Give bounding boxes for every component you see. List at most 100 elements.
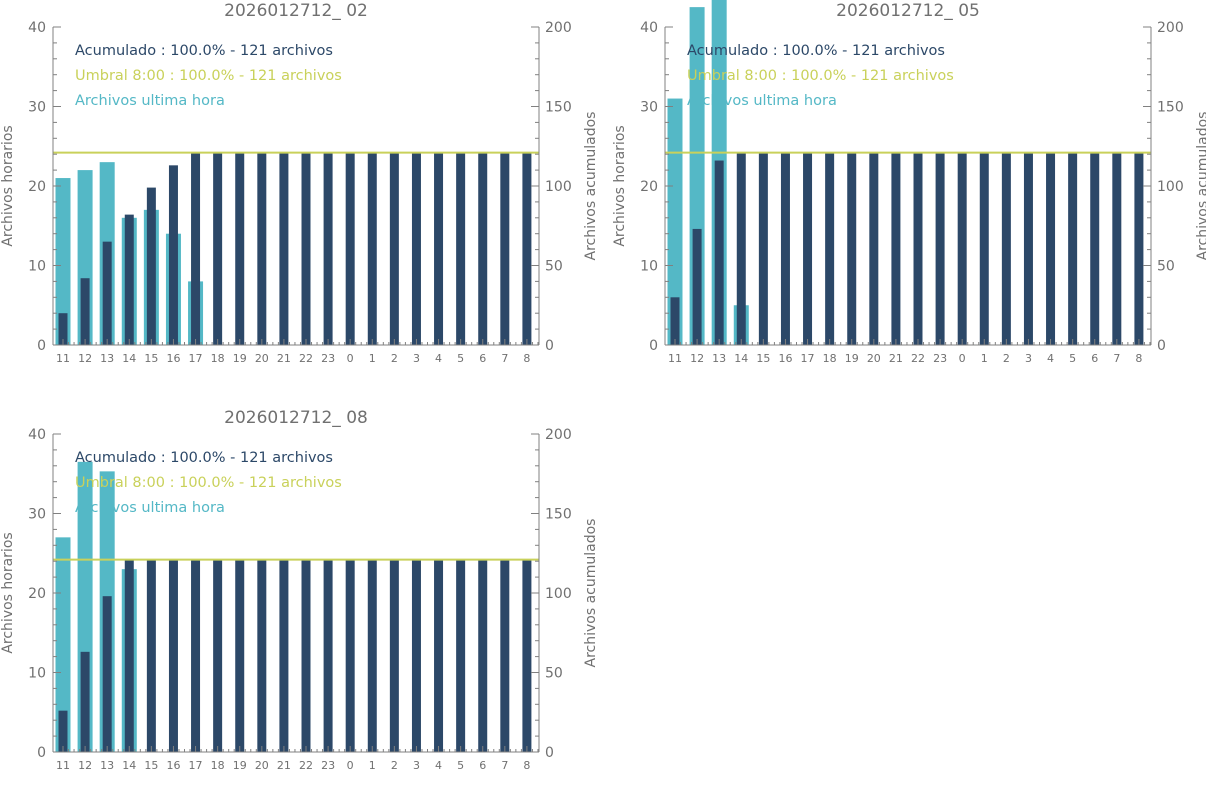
x-tick-label: 11: [56, 759, 70, 772]
x-tick-label: 18: [211, 759, 225, 772]
x-tick-label: 11: [56, 352, 70, 365]
legend-threshold: Umbral 8:00 : 100.0% - 121 archivos: [687, 68, 954, 84]
x-tick-label: 2: [391, 759, 398, 772]
x-tick-label: 5: [1069, 352, 1076, 365]
legend-threshold: Umbral 8:00 : 100.0% - 121 archivos: [75, 475, 342, 491]
x-tick-label: 3: [413, 352, 420, 365]
cumulative-bar: [979, 152, 989, 345]
x-tick-label: 17: [189, 759, 203, 772]
cumulative-bar: [323, 152, 333, 345]
x-tick-label: 16: [166, 352, 180, 365]
left-tick-label: 20: [640, 179, 658, 195]
cumulative-bar: [522, 559, 532, 752]
legend-hourly: Archivos ultima hora: [75, 93, 225, 109]
x-tick-label: 8: [523, 352, 530, 365]
x-tick-label: 1: [369, 759, 376, 772]
cumulative-bar: [279, 559, 289, 752]
x-tick-label: 14: [734, 352, 748, 365]
x-tick-label: 21: [277, 352, 291, 365]
x-tick-label: 17: [189, 352, 203, 365]
x-tick-label: 7: [1113, 352, 1120, 365]
x-tick-label: 21: [277, 759, 291, 772]
left-axis-label: Archivos horarios: [0, 125, 16, 246]
cumulative-bar: [522, 152, 532, 345]
cumulative-bar: [213, 152, 223, 345]
cumulative-bar: [235, 559, 245, 752]
right-axis-label: Archivos acumulados: [583, 112, 599, 261]
left-tick-label: 30: [640, 100, 658, 116]
cumulative-bar: [389, 152, 399, 345]
legend-cumulative: Acumulado : 100.0% - 121 archivos: [75, 450, 333, 466]
cumulative-bar: [692, 228, 702, 345]
legend-hourly: Archivos ultima hora: [75, 500, 225, 516]
cumulative-bar: [80, 651, 90, 752]
x-tick-label: 13: [100, 352, 114, 365]
right-tick-label: 0: [545, 338, 554, 354]
cumulative-bar: [670, 297, 680, 345]
cumulative-bar: [58, 313, 68, 345]
cumulative-bar: [1001, 152, 1011, 345]
left-axis-label: Archivos horarios: [612, 125, 628, 246]
x-tick-label: 3: [1025, 352, 1032, 365]
cumulative-bar: [758, 152, 768, 345]
x-tick-label: 8: [523, 759, 530, 772]
x-tick-label: 23: [321, 759, 335, 772]
x-tick-label: 21: [889, 352, 903, 365]
right-tick-label: 150: [1157, 100, 1184, 116]
x-tick-label: 6: [1091, 352, 1098, 365]
left-tick-label: 30: [28, 100, 46, 116]
cumulative-bar: [257, 152, 267, 345]
x-tick-label: 1: [369, 352, 376, 365]
x-tick-label: 22: [911, 352, 925, 365]
x-tick-label: 0: [347, 759, 354, 772]
x-tick-label: 11: [668, 352, 682, 365]
hourly-bar: [55, 178, 71, 345]
cumulative-bar: [434, 559, 444, 752]
x-tick-label: 19: [233, 759, 247, 772]
cumulative-bar: [434, 152, 444, 345]
left-tick-label: 0: [37, 338, 46, 354]
x-tick-label: 4: [435, 759, 442, 772]
x-tick-label: 20: [255, 759, 269, 772]
x-tick-label: 7: [501, 352, 508, 365]
left-tick-label: 30: [28, 507, 46, 523]
right-tick-label: 50: [545, 259, 563, 275]
right-tick-label: 150: [545, 507, 572, 523]
cumulative-bar: [345, 152, 355, 345]
x-tick-label: 14: [122, 759, 136, 772]
cumulative-bar: [102, 596, 112, 752]
cumulative-bar: [456, 152, 466, 345]
cumulative-bar: [367, 559, 377, 752]
left-tick-label: 10: [28, 259, 46, 275]
left-tick-label: 40: [640, 20, 658, 36]
cumulative-bar: [891, 152, 901, 345]
x-tick-label: 6: [479, 352, 486, 365]
x-tick-label: 12: [690, 352, 704, 365]
left-tick-label: 0: [649, 338, 658, 354]
cumulative-bar: [146, 187, 156, 345]
x-tick-label: 0: [347, 352, 354, 365]
x-tick-label: 12: [78, 759, 92, 772]
x-tick-label: 4: [1047, 352, 1054, 365]
left-tick-label: 10: [640, 259, 658, 275]
cumulative-bar: [780, 152, 790, 345]
cumulative-bar: [913, 152, 923, 345]
cumulative-bar: [478, 559, 488, 752]
cumulative-bar: [389, 559, 399, 752]
x-tick-label: 20: [867, 352, 881, 365]
chart-panel-08: 2026012712_ 08 0 10 20 30 40 0 50 100 150 200 11 12 1…: [0, 407, 599, 787]
cumulative-bar: [367, 152, 377, 345]
x-tick-label: 3: [413, 759, 420, 772]
cumulative-bar: [124, 559, 134, 752]
x-tick-label: 15: [144, 759, 158, 772]
chart-panel-02: 2026012712_ 02 0 10 20 30 40 0 50 100 150 200 11 12 1…: [0, 0, 599, 380]
x-tick-label: 13: [100, 759, 114, 772]
x-tick-label: 18: [823, 352, 837, 365]
cumulative-bar: [102, 241, 112, 345]
cumulative-bar: [825, 152, 835, 345]
legend-cumulative: Acumulado : 100.0% - 121 archivos: [75, 43, 333, 59]
cumulative-bar: [1112, 152, 1122, 345]
cumulative-bar: [1134, 152, 1144, 345]
